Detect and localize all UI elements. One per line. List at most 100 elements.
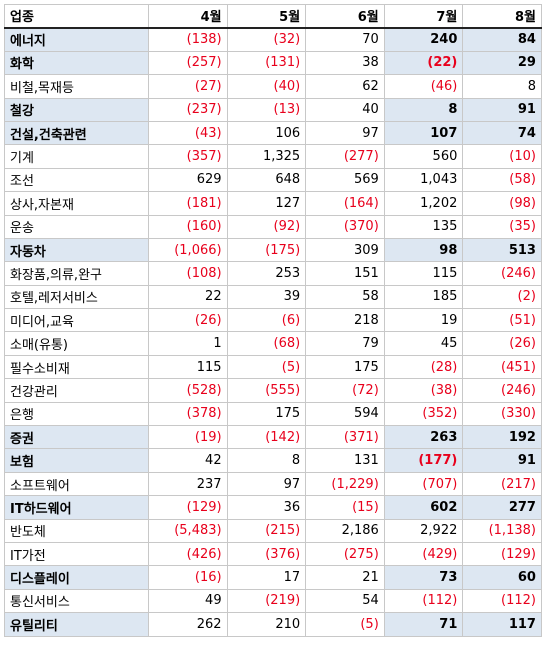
table-row: 건강관리 (528) (555) (72) (38) (246)	[4, 378, 542, 403]
table-row: 건설,건축관련 (43) 106 97 107 74	[4, 120, 542, 146]
value-cell: (378)	[148, 401, 228, 427]
value-cell: (40)	[226, 74, 307, 99]
table-row: 소매(유통) 1 (68) 79 45 (26)	[4, 331, 542, 356]
industry-name-cell: 상사,자본재	[4, 191, 149, 216]
value-cell: 79	[305, 331, 385, 356]
value-cell: 70	[305, 27, 385, 52]
value-cell: (164)	[305, 191, 385, 216]
table-body: 에너지 (138) (32) 70 240 84 화학 (257) (131) 38 (22) 29 비…	[4, 27, 542, 637]
table-row: 화학 (257) (131) 38 (22) 29	[4, 50, 542, 76]
value-cell: (68)	[226, 331, 307, 356]
value-cell: 277	[462, 495, 542, 520]
value-cell: 263	[383, 425, 464, 450]
industry-name-cell: 기계	[4, 144, 149, 169]
value-cell: 218	[305, 308, 385, 333]
table-row: 미디어,교육 (26) (6) 218 19 (51)	[4, 308, 542, 333]
table-row: IT하드웨어 (129) 36 (15) 602 277	[4, 495, 542, 520]
value-cell: (370)	[305, 214, 385, 239]
value-cell: 107	[383, 120, 464, 146]
industry-name-cell: 비철,목재등	[4, 74, 149, 99]
value-cell: 38	[305, 50, 385, 76]
table-row: 자동차 (1,066) (175) 309 98 513	[4, 237, 542, 263]
value-cell: 74	[462, 120, 542, 146]
value-cell: (426)	[148, 541, 228, 567]
industry-name-cell: 보험	[4, 448, 149, 473]
value-cell: (181)	[148, 191, 228, 216]
industry-column-header: 업종	[4, 3, 149, 29]
industry-name-cell: 운송	[4, 214, 149, 239]
value-cell: 513	[462, 237, 542, 263]
value-cell: 237	[148, 471, 228, 497]
value-cell: (246)	[462, 261, 542, 286]
value-cell: (129)	[148, 495, 228, 520]
value-cell: (129)	[462, 541, 542, 567]
month-column-header: 7월	[383, 3, 464, 29]
value-cell: 97	[226, 471, 307, 497]
value-cell: 309	[305, 237, 385, 263]
industry-name-cell: 화장품,의류,완구	[4, 261, 149, 286]
value-cell: 2,186	[305, 518, 385, 543]
value-cell: 97	[305, 120, 385, 146]
value-cell: (13)	[226, 97, 307, 122]
value-cell: 73	[383, 565, 464, 590]
value-cell: (160)	[148, 214, 228, 239]
value-cell: (217)	[462, 471, 542, 497]
value-cell: 594	[305, 401, 385, 427]
value-cell: (142)	[226, 425, 307, 450]
value-cell: 54	[305, 588, 385, 614]
value-cell: (112)	[462, 588, 542, 614]
table-row: 유틸리티 262 210 (5) 71 117	[4, 612, 542, 637]
industry-name-cell: 미디어,교육	[4, 308, 149, 333]
value-cell: (19)	[148, 425, 228, 450]
value-cell: (10)	[462, 144, 542, 169]
industry-name-cell: 조선	[4, 167, 149, 193]
industry-name-cell: 소매(유통)	[4, 331, 149, 356]
value-cell: 1,202	[383, 191, 464, 216]
industry-name-cell: 증권	[4, 425, 149, 450]
value-cell: (38)	[383, 378, 464, 403]
value-cell: (16)	[148, 565, 228, 590]
value-cell: (707)	[383, 471, 464, 497]
value-cell: 42	[148, 448, 228, 473]
value-cell: 2,922	[383, 518, 464, 543]
industry-monthly-table: 업종 4월 5월 6월 7월 8월 에너지 (138) (32) 70 240 84 화학(…	[4, 3, 542, 637]
table-row: 운송 (160) (92) (370) 135 (35)	[4, 214, 542, 239]
industry-name-cell: 소프트웨어	[4, 471, 149, 497]
month-column-header: 5월	[226, 3, 307, 29]
value-cell: 45	[383, 331, 464, 356]
value-cell: 115	[148, 354, 228, 380]
value-cell: 36	[226, 495, 307, 520]
industry-name-cell: 은행	[4, 401, 149, 427]
month-column-header: 6월	[305, 3, 385, 29]
table-row: 디스플레이 (16) 17 21 73 60	[4, 565, 542, 590]
industry-name-cell: 자동차	[4, 237, 149, 263]
value-cell: 49	[148, 588, 228, 614]
value-cell: (46)	[383, 74, 464, 99]
value-cell: (257)	[148, 50, 228, 76]
value-cell: 17	[226, 565, 307, 590]
value-cell: (275)	[305, 541, 385, 567]
month-column-header: 4월	[148, 3, 228, 29]
value-cell: (451)	[462, 354, 542, 380]
value-cell: (5)	[226, 354, 307, 380]
value-cell: 175	[226, 401, 307, 427]
value-cell: 91	[462, 448, 542, 473]
value-cell: 240	[383, 27, 464, 52]
value-cell: 210	[226, 612, 307, 637]
value-cell: 131	[305, 448, 385, 473]
value-cell: (92)	[226, 214, 307, 239]
table-row: 통신서비스 49 (219) 54 (112) (112)	[4, 588, 542, 614]
value-cell: (108)	[148, 261, 228, 286]
industry-name-cell: 필수소비재	[4, 354, 149, 380]
value-cell: (371)	[305, 425, 385, 450]
value-cell: 19	[383, 308, 464, 333]
value-cell: (357)	[148, 144, 228, 169]
value-cell: (330)	[462, 401, 542, 427]
table-row: 증권 (19) (142) (371) 263 192	[4, 425, 542, 450]
value-cell: (177)	[383, 448, 464, 473]
table-row: 기계 (357) 1,325 (277) 560 (10)	[4, 144, 542, 169]
value-cell: 29	[462, 50, 542, 76]
value-cell: (58)	[462, 167, 542, 193]
value-cell: (27)	[148, 74, 228, 99]
value-cell: 58	[305, 284, 385, 310]
